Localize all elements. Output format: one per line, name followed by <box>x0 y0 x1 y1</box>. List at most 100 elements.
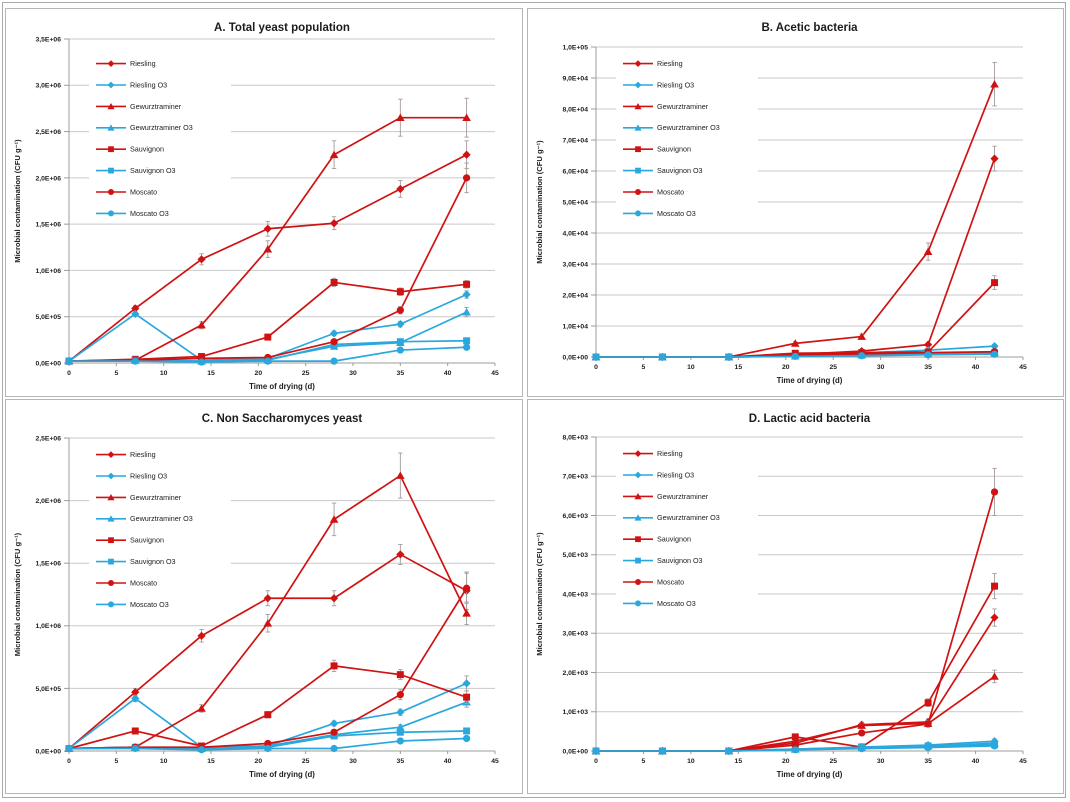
legend-marker-circle <box>108 601 114 608</box>
data-point-circle <box>791 352 799 360</box>
x-tick-label: 0 <box>67 758 71 765</box>
data-point-diamond <box>131 688 140 697</box>
data-point-triangle <box>329 150 339 159</box>
data-point-square <box>991 279 999 287</box>
legend-label: Moscato <box>130 578 157 587</box>
data-point-diamond <box>329 719 339 728</box>
data-point-circle <box>658 353 667 361</box>
legend-item-riesling: Riesling <box>623 59 683 68</box>
y-tick-label: 1,0E+06 <box>35 623 61 630</box>
y-tick-label: 4,0E+04 <box>562 230 588 237</box>
legend-marker-square <box>108 167 114 174</box>
data-point-circle <box>396 346 404 354</box>
data-point-circle <box>131 357 139 365</box>
legend-item-gewurztraminer: Gewurztraminer <box>623 492 709 501</box>
x-tick-label: 45 <box>491 370 499 377</box>
data-point-circle <box>131 744 139 753</box>
legend-label: Gewurztraminer O3 <box>657 123 720 132</box>
x-tick-label: 40 <box>444 758 452 765</box>
y-tick-label: 6,0E+04 <box>562 168 588 175</box>
legend-label: Moscato <box>657 187 684 196</box>
legend-marker-diamond <box>107 81 115 89</box>
data-point-square <box>463 693 471 701</box>
legend-label: Moscato O3 <box>657 209 696 218</box>
data-point-square <box>330 278 338 286</box>
data-point-diamond <box>396 708 405 717</box>
x-tick-label: 20 <box>782 364 790 371</box>
legend-item-riesling: Riesling <box>623 449 683 458</box>
x-tick-label: 40 <box>972 364 980 371</box>
chart-svg-2: 0,0E+00 5,0E+05 1,0E+06 1,5E+06 2,0E+06 2,5E+… <box>13 413 499 779</box>
data-point-circle <box>330 338 338 346</box>
legend-item-moscato: Moscato <box>96 187 157 196</box>
x-tick-label: 0 <box>594 364 598 371</box>
chart-svg-1: 0,0E+00 1,0E+04 2,0E+04 3,0E+04 4,0E+04 5,0E+… <box>535 22 1027 385</box>
data-point-triangle <box>857 721 866 729</box>
data-point-circle <box>858 729 866 737</box>
x-axis-label: Time of drying (d) <box>777 376 843 385</box>
legend-marker-triangle <box>634 124 642 131</box>
legend-marker-circle <box>108 189 114 195</box>
legend-item-gewurztraminer-o3: Gewurztraminer O3 <box>96 123 193 132</box>
x-tick-label: 20 <box>255 370 263 377</box>
legend-item-sauvignon-o3: Sauvignon O3 <box>623 166 703 175</box>
x-tick-label: 15 <box>207 758 215 765</box>
legend-marker-diamond <box>634 60 642 67</box>
legend-marker-diamond <box>634 81 642 89</box>
data-point-circle <box>725 353 733 361</box>
x-tick-label: 5 <box>642 758 646 765</box>
data-point-circle <box>462 734 471 743</box>
x-tick-label: 25 <box>302 370 310 377</box>
legend-item-gewurztraminer: Gewurztraminer <box>623 102 709 111</box>
data-point-circle <box>65 744 73 753</box>
data-point-circle <box>462 584 471 592</box>
data-point-square <box>396 728 404 736</box>
series-riesling <box>591 608 999 756</box>
legend-marker-diamond <box>107 60 115 67</box>
legend-marker-triangle <box>107 494 115 501</box>
data-point-diamond <box>263 594 272 603</box>
x-tick-label: 45 <box>1019 758 1027 765</box>
series-moscato-o3 <box>65 734 471 754</box>
legend-label: Moscato O3 <box>130 600 169 609</box>
data-point-diamond <box>329 329 339 338</box>
data-point-circle <box>924 743 932 752</box>
legend-marker-square <box>635 536 641 543</box>
y-tick-label: 2,0E+06 <box>35 175 61 182</box>
panel-acetic-bacteria: 0,0E+00 1,0E+04 2,0E+04 3,0E+04 4,0E+04 5,0E+… <box>527 8 1064 397</box>
legend-label: Gewurztraminer <box>130 102 182 111</box>
legend-marker-diamond <box>634 471 642 479</box>
legend-label: Moscato <box>130 187 157 196</box>
data-point-triangle <box>462 113 471 122</box>
data-point-circle <box>725 747 733 755</box>
legend-label: Sauvignon <box>657 535 691 544</box>
x-tick-label: 10 <box>160 370 168 377</box>
legend-item-sauvignon-o3: Sauvignon O3 <box>96 557 176 566</box>
panel-non-saccharomyces-yeast: 0,0E+00 5,0E+05 1,0E+06 1,5E+06 2,0E+06 2,5E+… <box>5 399 523 794</box>
data-point-triangle <box>462 609 471 617</box>
x-tick-label: 5 <box>642 364 646 371</box>
y-tick-label: 2,5E+06 <box>35 129 61 136</box>
series-line <box>596 617 996 752</box>
legend-marker-triangle <box>634 493 642 500</box>
legend-label: Gewurztraminer <box>130 493 182 502</box>
legend-item-gewurztraminer-o3: Gewurztraminer O3 <box>623 513 720 522</box>
legend-marker-square <box>635 146 641 153</box>
series-moscato-o3 <box>592 742 999 755</box>
series-moscato-o3 <box>65 343 471 366</box>
legend-label: Riesling O3 <box>657 80 694 89</box>
data-point-diamond <box>396 320 405 329</box>
data-point-triangle <box>462 307 471 316</box>
data-point-circle <box>65 357 73 365</box>
data-point-circle <box>396 691 404 699</box>
x-axis-label: Time of drying (d) <box>249 770 315 779</box>
y-tick-label: 0,0E+00 <box>35 748 61 755</box>
chart-svg-0: 0,0E+00 5,0E+05 1,0E+06 1,5E+06 2,0E+06 2,5E+… <box>13 22 499 391</box>
data-point-diamond <box>329 219 339 228</box>
data-point-square <box>396 671 404 679</box>
data-point-circle <box>592 747 600 755</box>
y-tick-label: 5,0E+04 <box>562 199 588 206</box>
legend-item-riesling-o3: Riesling O3 <box>623 470 694 479</box>
legend-label: Riesling <box>657 59 683 68</box>
y-axis-label: Microbial contamination (CFU g⁻¹) <box>13 532 22 656</box>
